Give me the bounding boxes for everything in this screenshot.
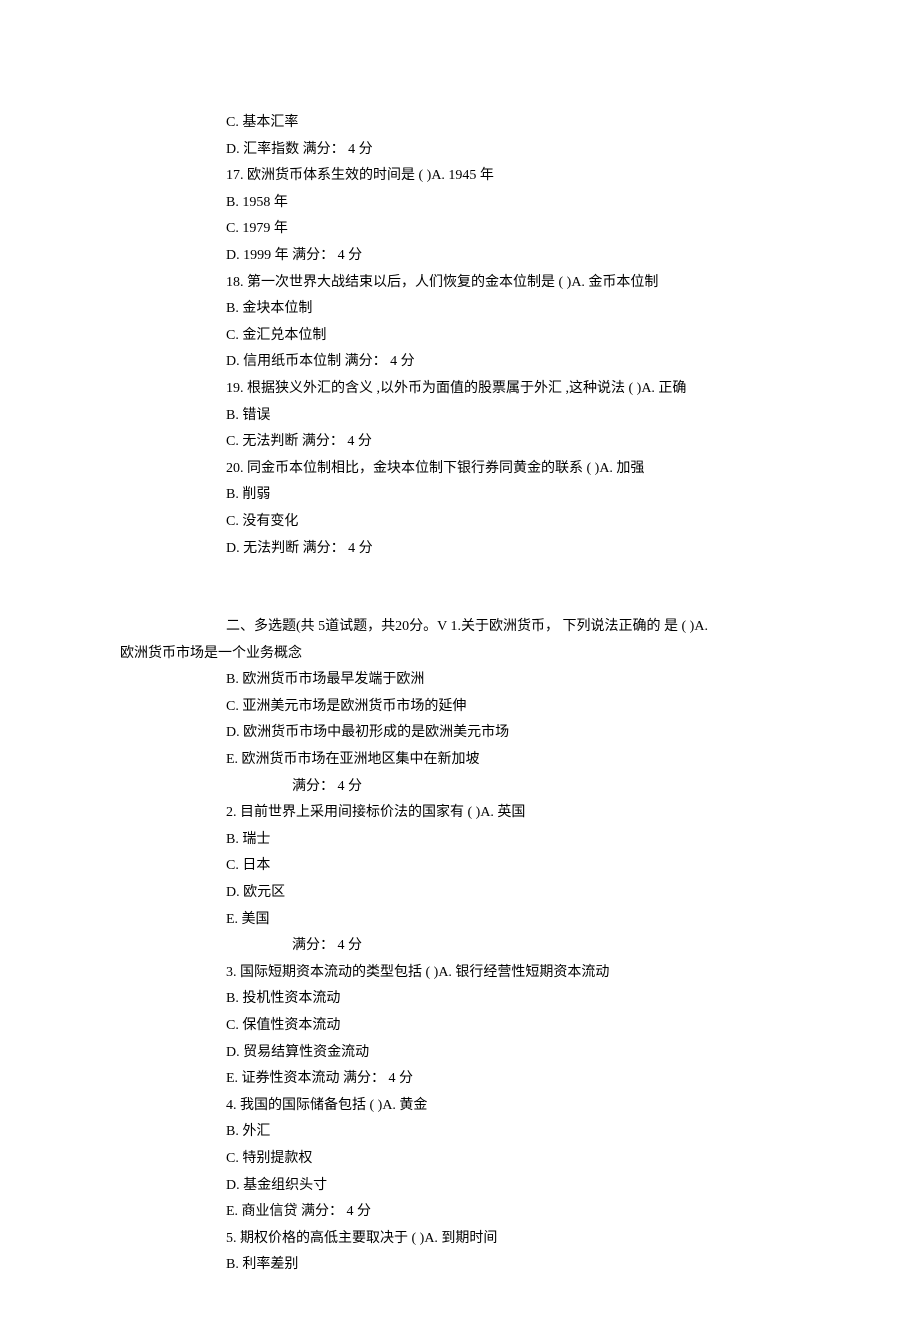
s2-q3-option-d: D. 贸易结算性资金流动 (226, 1040, 840, 1067)
s2-q5-stem: 5. 期权价格的高低主要取决于 ( )A. 到期时间 (226, 1226, 840, 1253)
s2-q3-stem: 3. 国际短期资本流动的类型包括 ( )A. 银行经营性短期资本流动 (226, 960, 840, 987)
q17-option-d: D. 1999 年 满分： 4 分 (226, 243, 840, 270)
q20-option-d: D. 无法判断 满分： 4 分 (226, 536, 840, 563)
section2-header-line1: 二、多选题(共 5道试题，共20分。V 1.关于欧洲货币， 下列说法正确的 是 … (226, 619, 708, 634)
q18-stem: 18. 第一次世界大战结束以后，人们恢复的金本位制是 ( )A. 金币本位制 (226, 270, 840, 297)
s2-q3-option-b: B. 投机性资本流动 (226, 986, 840, 1013)
q17-option-b: B. 1958 年 (226, 190, 840, 217)
s2-q5-option-b: B. 利率差别 (226, 1252, 840, 1279)
q19-option-c: C. 无法判断 满分： 4 分 (226, 429, 840, 456)
s2-q4-option-c: C. 特别提款权 (226, 1146, 840, 1173)
s2-q2-score: 满分： 4 分 (226, 933, 840, 960)
s2-q2-option-b: B. 瑞士 (226, 827, 840, 854)
s2-q1-option-b: B. 欧洲货币市场最早发端于欧洲 (226, 667, 840, 694)
q17-option-c: C. 1979 年 (226, 216, 840, 243)
s2-q2-option-d: D. 欧元区 (226, 880, 840, 907)
q17-stem: 17. 欧洲货币体系生效的时间是 ( )A. 1945 年 (226, 163, 840, 190)
q16-option-d: D. 汇率指数 满分： 4 分 (226, 137, 840, 164)
s2-q4-stem: 4. 我国的国际储备包括 ( )A. 黄金 (226, 1093, 840, 1120)
s2-q3-option-e: E. 证券性资本流动 满分： 4 分 (226, 1066, 840, 1093)
q16-option-c: C. 基本汇率 (226, 110, 840, 137)
s2-q4-option-d: D. 基金组织头寸 (226, 1173, 840, 1200)
s2-q3-option-c: C. 保值性资本流动 (226, 1013, 840, 1040)
s2-q4-option-b: B. 外汇 (226, 1119, 840, 1146)
section2-header-line2: 欧洲货币市场是一个业务概念 (120, 646, 302, 661)
q20-stem: 20. 同金币本位制相比，金块本位制下银行券同黄金的联系 ( )A. 加强 (226, 456, 840, 483)
s2-q1-option-e: E. 欧洲货币市场在亚洲地区集中在新加坡 (226, 747, 840, 774)
s2-q4-option-e: E. 商业信贷 满分： 4 分 (226, 1199, 840, 1226)
s2-q1-score: 满分： 4 分 (226, 774, 840, 801)
q18-option-c: C. 金汇兑本位制 (226, 323, 840, 350)
s2-q2-option-e: E. 美国 (226, 907, 840, 934)
s2-q1-option-d: D. 欧洲货币市场中最初形成的是欧洲美元市场 (226, 720, 840, 747)
q18-option-b: B. 金块本位制 (226, 296, 840, 323)
s2-q2-option-c: C. 日本 (226, 853, 840, 880)
q19-option-b: B. 错误 (226, 403, 840, 430)
s2-q1-option-c: C. 亚洲美元市场是欧洲货币市场的延伸 (226, 694, 840, 721)
q20-option-b: B. 削弱 (226, 482, 840, 509)
s2-q2-stem: 2. 目前世界上采用间接标价法的国家有 ( )A. 英国 (226, 800, 840, 827)
q19-stem: 19. 根据狭义外汇的含义 ,以外币为面值的股票属于外汇 ,这种说法 ( )A.… (226, 376, 840, 403)
q18-option-d: D. 信用纸币本位制 满分： 4 分 (226, 349, 840, 376)
q20-option-c: C. 没有变化 (226, 509, 840, 536)
